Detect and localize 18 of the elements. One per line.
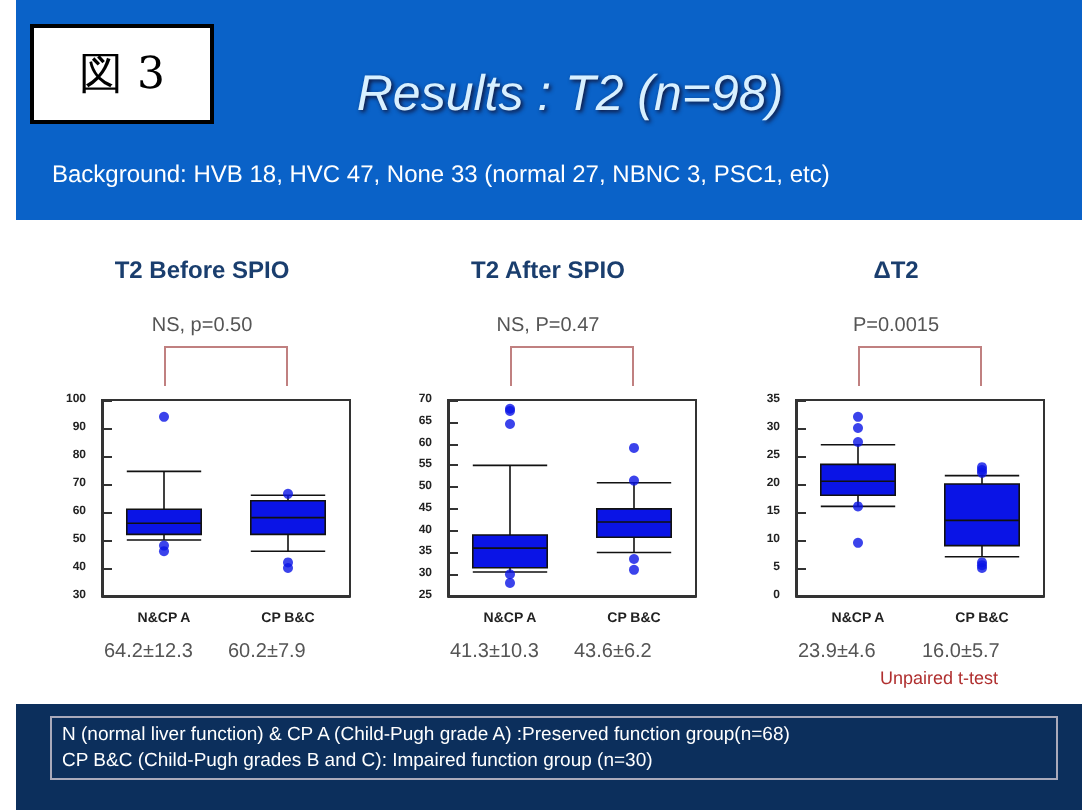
text: NS, p=0.50 bbox=[151, 315, 254, 337]
text: P=0.0015 bbox=[852, 315, 940, 337]
text: 41.3±10.3 bbox=[450, 641, 540, 663]
text: 64.2±12.3 bbox=[104, 641, 194, 663]
text: 60.2±7.9 bbox=[228, 641, 307, 663]
text: Results : T2 (n=98) bbox=[354, 66, 786, 124]
text: 23.9±4.6 bbox=[798, 641, 877, 663]
text: 16.0±5.7 bbox=[922, 641, 1001, 663]
text: CP B&C (Child-Pugh grades B and C): Impaired function group (n=30) bbox=[62, 748, 655, 774]
caption: 図 3 bbox=[30, 24, 214, 124]
chart-title: ΔT2 bbox=[873, 256, 920, 284]
chart-title: T2 Before SPIO bbox=[114, 256, 290, 284]
text: N (normal liver function) & CP A (Child-Pugh grade A) :Preserved function group(n=68) bbox=[62, 722, 792, 748]
text: 43.6±6.2 bbox=[574, 641, 653, 663]
text: Unpaired t-test bbox=[880, 668, 999, 688]
text: NS, P=0.47 bbox=[496, 315, 601, 337]
text: Background: HVB 18, HVC 47, None 33 (normal 27, NBNC 3, PSC1, etc) bbox=[52, 160, 830, 188]
chart-title: T2 After SPIO bbox=[471, 256, 625, 284]
